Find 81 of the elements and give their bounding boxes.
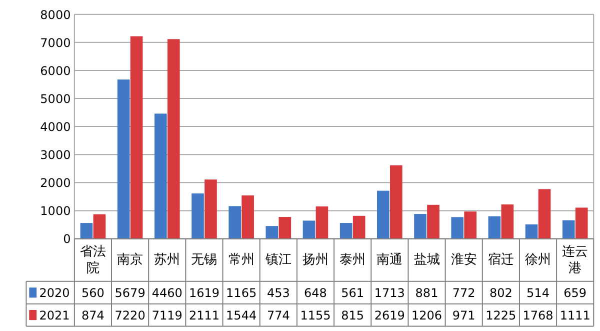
bar bbox=[488, 216, 501, 239]
data-label: 1225 bbox=[486, 308, 516, 323]
x-tick-label: 淮安 bbox=[450, 252, 477, 268]
bar bbox=[278, 217, 292, 239]
data-label: 2111 bbox=[188, 308, 220, 323]
x-tick-label: 泰州 bbox=[340, 252, 366, 268]
x-tick-label: 苏州 bbox=[154, 252, 180, 268]
y-tick-label: 3000 bbox=[40, 148, 71, 162]
x-tick-label: 扬州 bbox=[302, 252, 328, 268]
data-label: 7220 bbox=[114, 308, 146, 323]
data-label: 1544 bbox=[226, 308, 257, 323]
bar bbox=[538, 189, 551, 239]
data-label: 1155 bbox=[300, 308, 331, 323]
y-tick-label: 5000 bbox=[40, 92, 71, 106]
data-label: 560 bbox=[82, 286, 104, 300]
x-tick-label: 连云港 bbox=[562, 244, 588, 276]
bar bbox=[525, 224, 538, 239]
data-label: 774 bbox=[266, 308, 290, 323]
legend-label: 2021 bbox=[39, 308, 70, 323]
data-label: 1713 bbox=[374, 286, 405, 300]
y-tick-label: 6000 bbox=[40, 64, 71, 78]
data-label: 1165 bbox=[226, 286, 257, 300]
y-tick-label: 0 bbox=[63, 232, 71, 246]
bar bbox=[93, 214, 106, 239]
bar bbox=[80, 223, 93, 239]
data-label: 659 bbox=[564, 286, 587, 300]
data-label: 971 bbox=[452, 308, 476, 323]
bar bbox=[340, 223, 352, 239]
data-label: 4460 bbox=[152, 286, 182, 300]
data-label: 1111 bbox=[560, 308, 590, 323]
y-tick-label: 1000 bbox=[40, 204, 71, 218]
data-label: 514 bbox=[526, 286, 550, 300]
bar bbox=[228, 206, 241, 239]
bar bbox=[242, 195, 254, 239]
data-label: 648 bbox=[304, 286, 327, 300]
bar bbox=[154, 114, 167, 239]
data-label: 1619 bbox=[188, 286, 220, 300]
bar bbox=[390, 165, 402, 239]
bar bbox=[414, 214, 426, 239]
bar bbox=[302, 220, 316, 239]
x-tick-label: 南通 bbox=[376, 252, 403, 268]
bar bbox=[266, 226, 278, 239]
bar bbox=[562, 220, 575, 239]
bar bbox=[130, 36, 143, 239]
bar bbox=[427, 204, 440, 239]
x-tick-label: 南京 bbox=[117, 252, 144, 268]
bar bbox=[204, 180, 217, 239]
bar bbox=[117, 79, 130, 239]
bar bbox=[377, 190, 390, 239]
data-label: 815 bbox=[341, 308, 364, 323]
bar bbox=[575, 208, 588, 239]
data-label: 7119 bbox=[152, 308, 182, 323]
data-label: 2619 bbox=[374, 308, 405, 323]
x-tick-label: 无锡 bbox=[191, 252, 218, 268]
x-tick-label: 徐州 bbox=[525, 252, 552, 268]
bar bbox=[352, 216, 366, 239]
data-label: 453 bbox=[266, 286, 290, 300]
data-label: 561 bbox=[341, 286, 364, 300]
y-tick-label: 2000 bbox=[40, 176, 71, 190]
data-label: 802 bbox=[489, 286, 512, 300]
x-tick-label: 宿迁 bbox=[488, 252, 514, 268]
y-tick-label: 8000 bbox=[40, 8, 71, 22]
y-tick-label: 4000 bbox=[40, 120, 71, 134]
data-label: 881 bbox=[415, 286, 438, 300]
x-tick-label: 盐城 bbox=[414, 252, 440, 268]
bar bbox=[316, 206, 328, 239]
data-label: 772 bbox=[452, 286, 476, 300]
bar bbox=[501, 204, 514, 239]
x-tick-label: 镇江 bbox=[264, 252, 292, 268]
data-label: 1206 bbox=[411, 308, 442, 323]
data-label: 5679 bbox=[114, 286, 146, 300]
x-tick-label: 常州 bbox=[228, 252, 254, 268]
bar bbox=[464, 212, 476, 239]
data-label: 874 bbox=[82, 308, 104, 323]
data-label: 1768 bbox=[522, 308, 554, 323]
bar bbox=[451, 217, 464, 239]
x-tick-label: 省法院 bbox=[80, 244, 106, 276]
legend-label: 2020 bbox=[39, 286, 70, 300]
bar bbox=[192, 193, 204, 239]
bar bbox=[167, 39, 180, 239]
y-tick-label: 7000 bbox=[40, 36, 71, 50]
